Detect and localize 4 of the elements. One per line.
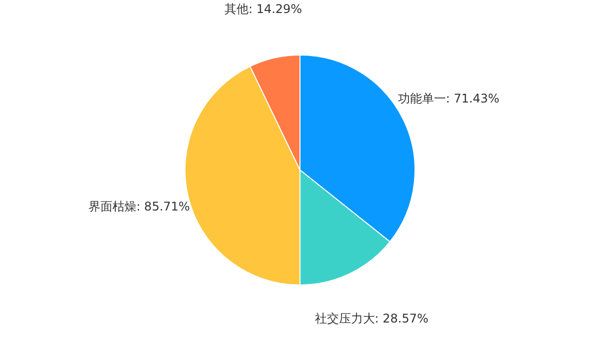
- slice-label: 其他: 14.29%: [224, 2, 302, 16]
- slice-label: 功能单一: 71.43%: [398, 91, 500, 106]
- slice-label: 界面枯燥: 85.71%: [88, 200, 190, 214]
- slice-label: 社交压力大: 28.57%: [314, 312, 428, 326]
